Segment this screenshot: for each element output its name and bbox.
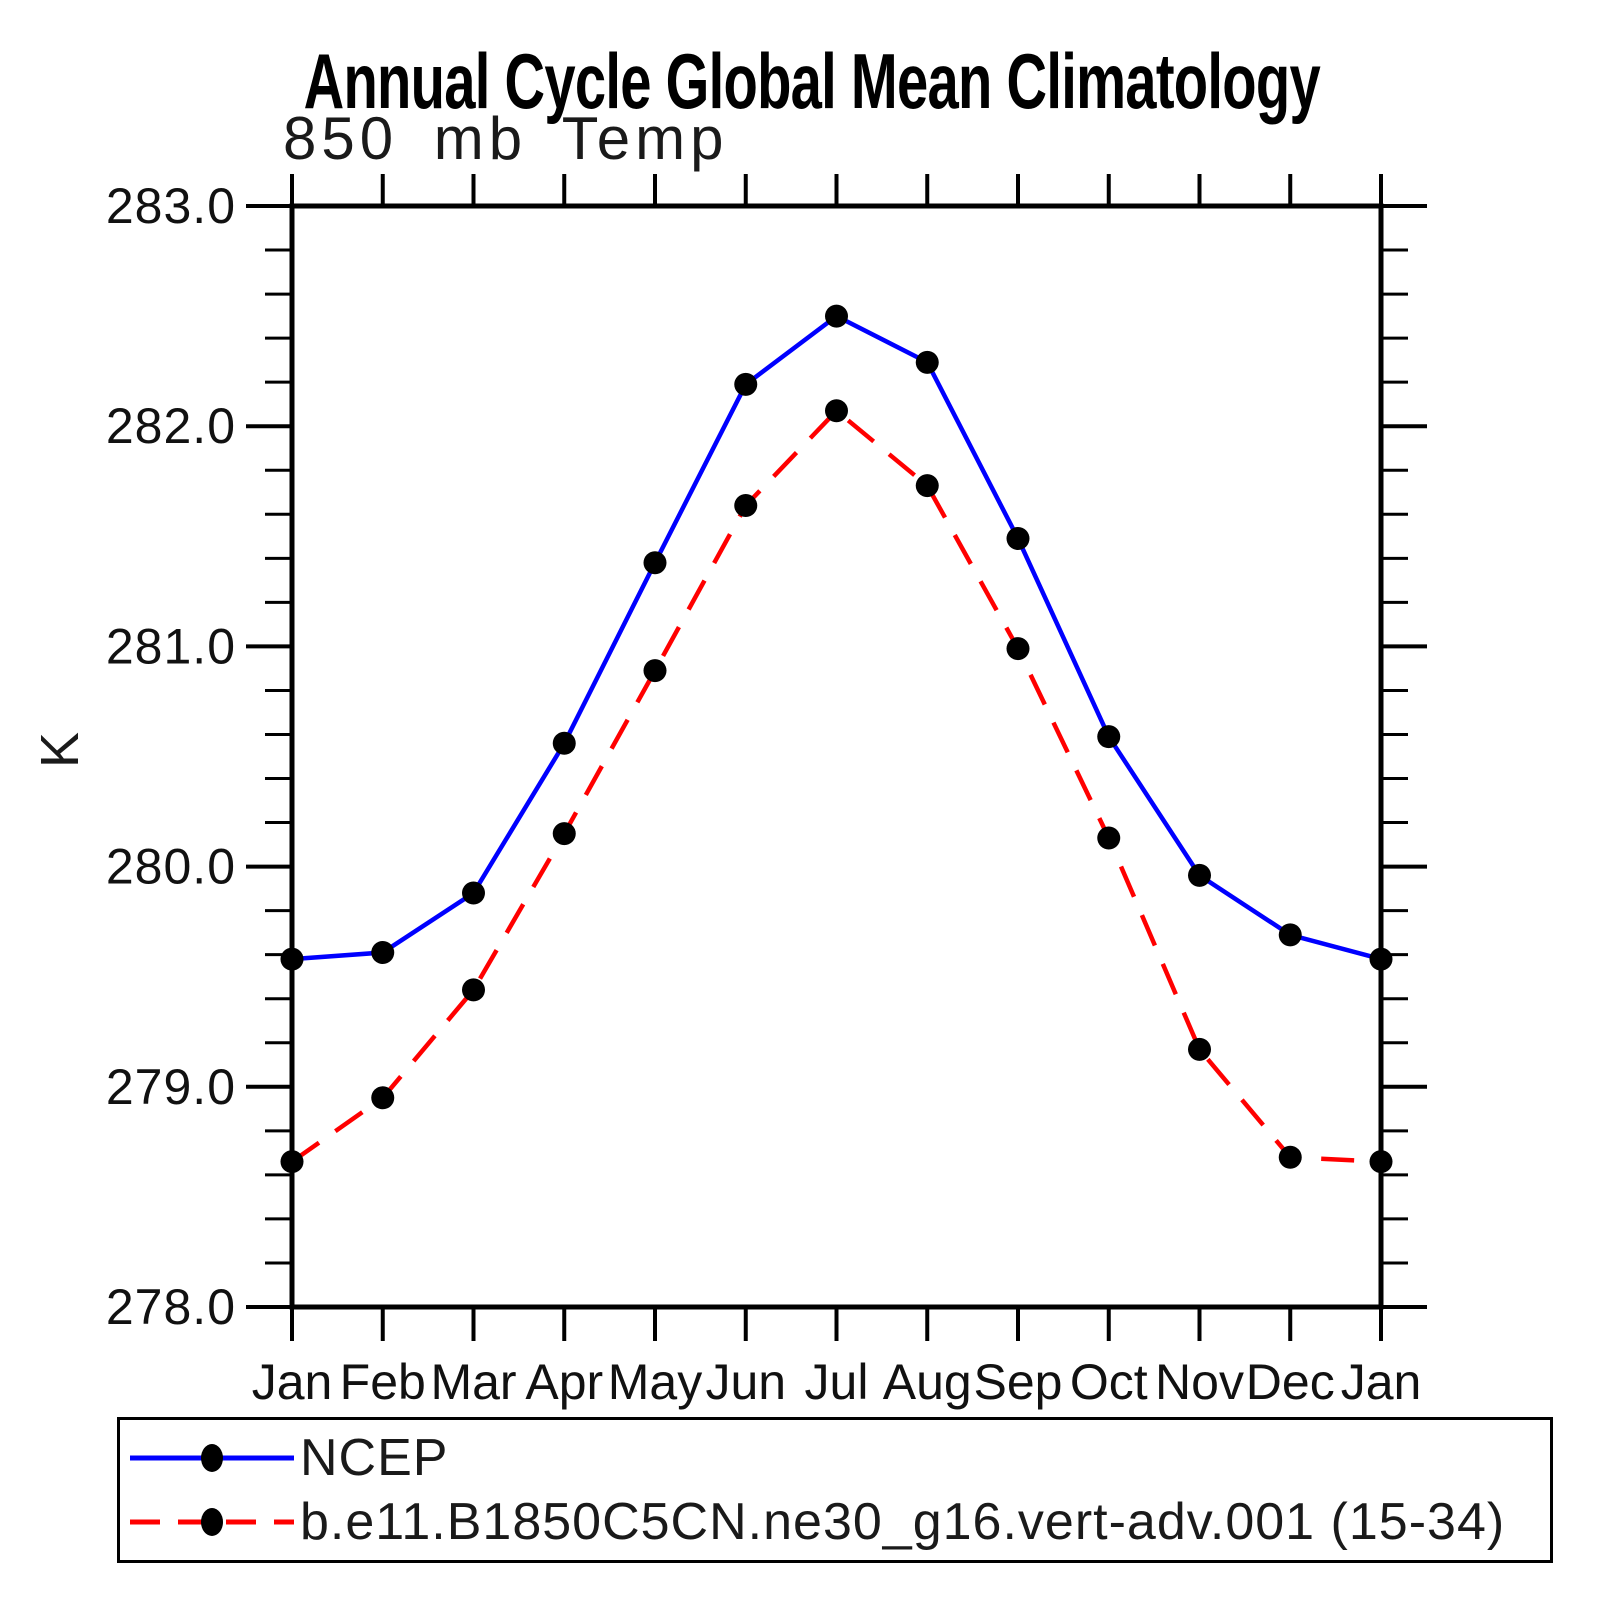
series-marker-0 [1188, 863, 1211, 887]
legend-label-model: b.e11.B1850C5CN.ne30_g16.vert-adv.001 (1… [300, 1493, 1506, 1551]
legend-sample-marker [201, 1444, 223, 1472]
series-marker-1 [1188, 1037, 1211, 1061]
legend-item-ncep: NCEP [126, 1427, 1550, 1489]
plot-frame [289, 203, 1384, 1310]
legend-sample-marker [201, 1508, 223, 1536]
series-marker-1 [371, 1086, 395, 1110]
x-tick-label: Feb [340, 1354, 426, 1410]
x-tick-label: May [608, 1354, 702, 1410]
series-marker-0 [280, 947, 304, 971]
y-tick-label: 279.0 [106, 1059, 236, 1115]
series-marker-1 [734, 493, 758, 517]
y-tick-label: 281.0 [106, 618, 236, 674]
series-marker-0 [915, 350, 939, 374]
legend-box: NCEP b.e11.B1850C5CN.ne30_g16.vert-adv.0… [117, 1417, 1553, 1563]
x-tick-label: Jan [252, 1354, 333, 1410]
x-tick-label: Nov [1155, 1354, 1244, 1410]
series-marker-0 [643, 551, 667, 575]
chart-subtitle: 850 mb Temp [283, 105, 729, 172]
x-tick-label: Oct [1070, 1354, 1148, 1410]
series-marker-1 [280, 1150, 304, 1174]
x-tick-label: Mar [430, 1354, 516, 1410]
x-tick-label: Aug [883, 1354, 972, 1410]
series-marker-1 [1006, 637, 1030, 661]
series-marker-1 [1278, 1145, 1302, 1169]
series-marker-0 [1006, 527, 1030, 551]
x-tick-label: Sep [974, 1354, 1063, 1410]
series-marker-1 [462, 978, 485, 1002]
series-marker-1 [643, 659, 667, 683]
x-tick-label: Dec [1246, 1354, 1335, 1410]
series-marker-0 [1369, 947, 1393, 971]
y-tick-label: 280.0 [106, 839, 236, 895]
series-marker-1 [1097, 826, 1121, 850]
series-marker-1 [915, 474, 939, 498]
series-line-1 [290, 407, 1382, 1164]
legend-sample-dashed-line [130, 1508, 294, 1536]
series-marker-1 [552, 822, 576, 846]
y-tick-label: 278.0 [106, 1279, 236, 1335]
legend-item-model: b.e11.B1850C5CN.ne30_g16.vert-adv.001 (1… [126, 1491, 1550, 1553]
x-tick-label: Jul [805, 1354, 869, 1410]
series-marker-0 [462, 881, 485, 905]
series-marker-0 [1278, 923, 1302, 947]
x-tick-label: Jun [705, 1354, 786, 1410]
legend-sample-solid-line [130, 1444, 294, 1472]
series-marker-0 [825, 304, 848, 328]
series-marker-1 [1369, 1150, 1393, 1174]
series-marker-0 [552, 731, 576, 755]
y-tick-label: 282.0 [106, 398, 236, 454]
series-marker-0 [734, 372, 758, 396]
y-tick-label: 283.0 [106, 178, 236, 234]
legend-label-ncep: NCEP [300, 1429, 449, 1487]
series-marker-0 [1097, 725, 1121, 749]
series-marker-0 [371, 940, 395, 964]
series-marker-1 [825, 399, 848, 423]
x-tick-label: Jan [1341, 1354, 1422, 1410]
x-tick-label: Apr [525, 1354, 603, 1410]
